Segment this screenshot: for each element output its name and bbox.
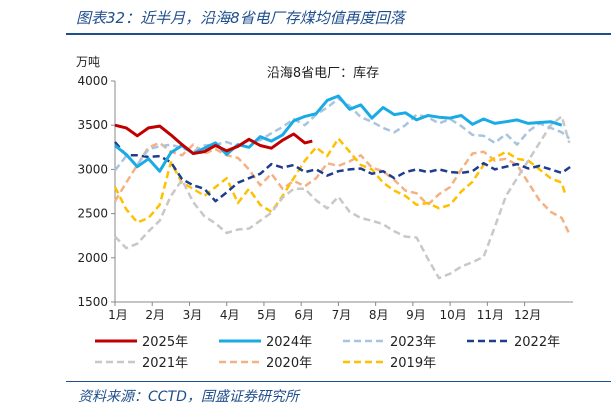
legend-label: 2024年 — [266, 335, 312, 350]
y-tick-label: 1500 — [77, 295, 108, 309]
series-line-2025年 — [114, 123, 313, 155]
series-line-2020年 — [113, 141, 571, 235]
x-tick-label: 6月 — [294, 308, 314, 322]
header-rule — [66, 33, 611, 35]
y-tick-label: 4000 — [77, 74, 108, 88]
y-tick-label: 3500 — [77, 118, 108, 132]
legend-label: 2025年 — [142, 335, 188, 350]
legend-label: 2021年 — [142, 356, 188, 371]
y-tick-label: 3000 — [77, 162, 108, 176]
series-line-2022年 — [114, 141, 574, 203]
y-tick-label: 2000 — [77, 251, 108, 265]
x-tick-label: 8月 — [369, 308, 389, 322]
x-tick-label: 11月 — [477, 308, 504, 322]
series-line-2021年 — [114, 115, 571, 280]
legend-label: 2019年 — [390, 356, 436, 371]
x-tick-label: 1月 — [108, 308, 128, 322]
x-tick-label: 7月 — [332, 308, 352, 322]
x-tick-label: 10月 — [439, 308, 466, 322]
footer-rule — [66, 381, 611, 382]
legend-label: 2020年 — [266, 356, 312, 371]
chart-title: 沿海8省电厂：库存 — [267, 65, 379, 81]
legend-label: 2022年 — [514, 335, 560, 350]
x-tick-label: 3月 — [183, 308, 203, 322]
figure-title: 图表32：近半月，沿海8省电厂存煤均值再度回落 — [76, 9, 405, 27]
source-note: 资料来源：CCTD，国盛证券研究所 — [78, 389, 299, 405]
x-tick-label: 5月 — [257, 308, 277, 322]
x-tick-label: 9月 — [406, 308, 426, 322]
x-tick-label: 4月 — [220, 308, 240, 322]
legend-label: 2023年 — [390, 335, 436, 350]
x-tick-label: 12月 — [514, 308, 541, 322]
chart: 沿海8省电厂：库存 万吨 1500 2000 2500 3000 3500 4000 1月 2… — [76, 55, 574, 371]
y-tick-label: 2500 — [77, 207, 108, 221]
x-tick-label: 2月 — [145, 308, 165, 322]
series-line-2019年 — [113, 137, 567, 224]
y-axis-label: 万吨 — [76, 55, 100, 69]
